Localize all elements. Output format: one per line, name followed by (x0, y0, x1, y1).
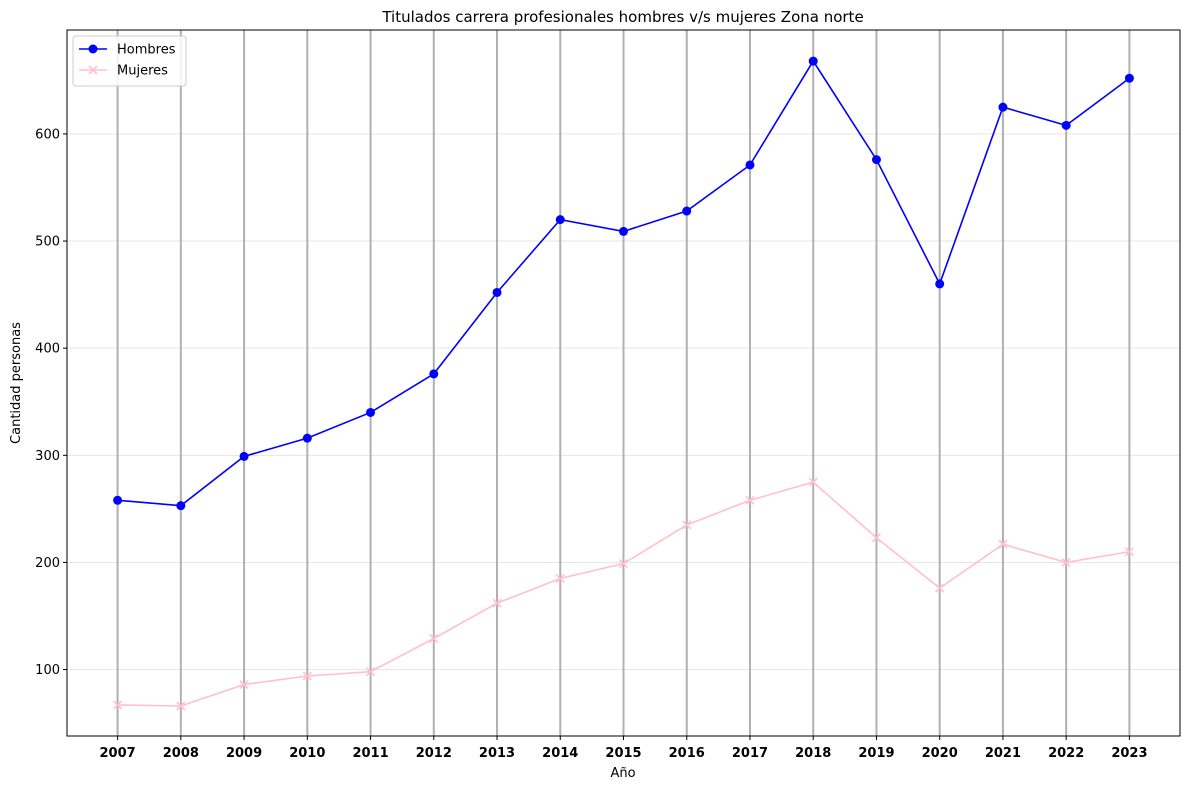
y-tick-label: 100 (35, 663, 60, 678)
x-tick-label: 2018 (795, 746, 831, 761)
data-point-mujeres (682, 520, 692, 530)
legend-marker-hombres (88, 44, 98, 54)
data-point-hombres (682, 206, 692, 216)
data-point-mujeres (365, 667, 376, 677)
data-point-mujeres (302, 671, 312, 681)
y-tick-label: 400 (35, 342, 60, 357)
legend-marker-mujeres (88, 65, 98, 75)
data-point-mujeres (745, 495, 755, 505)
x-tick-label: 2019 (858, 746, 894, 761)
x-tick-label: 2007 (99, 746, 135, 761)
y-axis-label: Cantidad personas (9, 322, 24, 444)
data-point-hombres (1061, 120, 1071, 130)
data-point-hombres (492, 287, 502, 297)
y-tick-label: 600 (35, 127, 60, 142)
data-point-hombres (429, 369, 439, 379)
data-point-hombres (1124, 73, 1134, 83)
y-axis: 100 200 300 400 500 600 (35, 127, 67, 678)
series-layer (113, 56, 1134, 711)
data-point-hombres (176, 501, 186, 511)
grid-layer (67, 30, 1180, 736)
data-point-mujeres (492, 598, 502, 608)
data-point-mujeres (1124, 547, 1134, 557)
data-point-hombres (998, 102, 1008, 112)
data-point-mujeres (808, 477, 818, 487)
data-point-mujeres (239, 680, 249, 690)
data-point-mujeres (113, 700, 123, 710)
x-tick-label: 2011 (352, 746, 388, 761)
data-point-mujeres (429, 633, 439, 644)
x-tick-label: 2014 (542, 746, 578, 761)
legend-label-hombres: Hombres (117, 43, 176, 58)
x-tick-label: 2012 (416, 746, 452, 761)
data-point-hombres (871, 155, 881, 165)
data-point-hombres (808, 56, 818, 66)
x-tick-label: 2013 (479, 746, 515, 761)
x-tick-label: 2016 (669, 746, 705, 761)
x-tick-label: 2020 (922, 746, 958, 761)
data-point-mujeres (998, 539, 1008, 549)
data-point-hombres (619, 226, 628, 236)
x-axis: 2007 2008 2009 2010 2011 2012 2013 2014 2015 2016… (99, 736, 1148, 761)
data-point-hombres (366, 407, 376, 417)
y-tick-label: 300 (35, 449, 60, 464)
data-point-mujeres (555, 573, 565, 584)
data-point-hombres (113, 495, 123, 505)
data-point-mujeres (618, 558, 629, 569)
data-point-mujeres (935, 583, 945, 593)
x-axis-label: Año (610, 766, 635, 781)
data-point-mujeres (1061, 557, 1071, 568)
data-point-hombres (745, 160, 755, 170)
y-tick-label: 500 (35, 235, 60, 250)
legend-label-mujeres: Mujeres (117, 64, 168, 79)
data-point-mujeres (871, 533, 882, 543)
legend: Hombres Mujeres (72, 35, 187, 87)
data-point-mujeres (176, 701, 186, 711)
x-tick-label: 2009 (226, 746, 262, 761)
data-point-hombres (302, 433, 312, 443)
x-tick-label: 2023 (1111, 746, 1147, 761)
x-tick-label: 2017 (732, 746, 768, 761)
x-tick-label: 2008 (163, 746, 199, 761)
x-tick-label: 2022 (1048, 746, 1084, 761)
x-tick-label: 2015 (605, 746, 641, 761)
data-point-hombres (555, 215, 565, 225)
data-point-hombres (935, 279, 945, 289)
data-point-hombres (239, 451, 249, 461)
x-tick-label: 2021 (985, 746, 1021, 761)
x-tick-label: 2010 (289, 746, 325, 761)
chart-title: Titulados carrera profesionales hombres … (381, 8, 863, 26)
y-tick-label: 200 (35, 556, 60, 571)
